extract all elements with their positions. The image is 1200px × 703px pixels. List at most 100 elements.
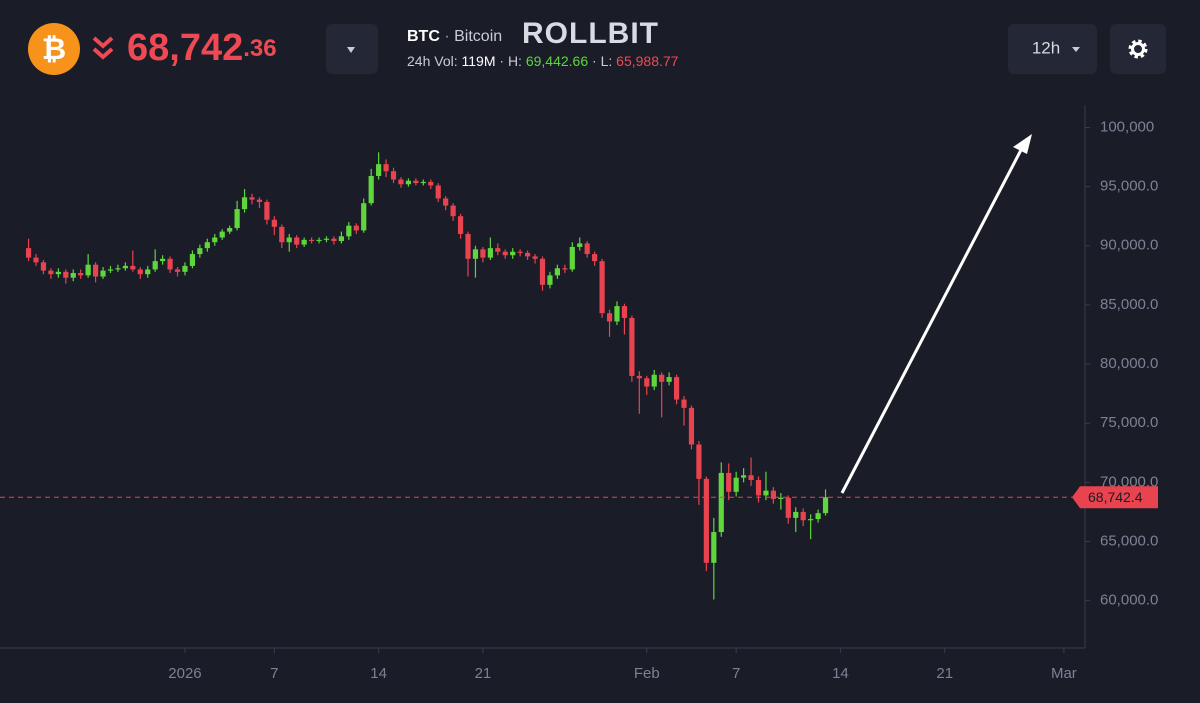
candle-body xyxy=(145,269,151,275)
stats: 24h Vol: 119M · H: 69,442.66 · L: 65,988… xyxy=(407,53,679,69)
candle-body xyxy=(40,262,47,271)
down-chevron xyxy=(92,36,114,49)
candle-body xyxy=(621,306,628,318)
candle-body xyxy=(532,256,538,259)
candle-body xyxy=(122,265,128,269)
candle-body xyxy=(592,254,598,262)
candle-body xyxy=(659,374,665,382)
candle-body xyxy=(755,480,762,496)
candle-body xyxy=(160,258,166,262)
candle-body xyxy=(435,185,441,199)
candle-body xyxy=(651,374,657,387)
candle-body xyxy=(25,248,32,258)
candle-body xyxy=(286,237,292,243)
candle-body xyxy=(547,275,553,285)
candle-body xyxy=(256,199,263,203)
candle-body xyxy=(726,472,732,492)
candle-body xyxy=(502,251,508,256)
high-value: 69,442.66 xyxy=(526,53,588,69)
candle-body xyxy=(487,248,493,258)
x-tick-label: 14 xyxy=(832,665,849,682)
candle-body xyxy=(137,269,143,275)
candle-body xyxy=(822,497,829,514)
candle-body xyxy=(800,511,806,521)
candle-body xyxy=(308,239,315,242)
candle-body xyxy=(733,477,739,492)
candle-body xyxy=(703,478,709,563)
interval-button[interactable] xyxy=(1008,24,1097,74)
candle-body xyxy=(666,377,672,382)
candle-body xyxy=(353,225,359,231)
candle-body xyxy=(316,239,322,242)
candle-body xyxy=(390,171,397,180)
candle-body xyxy=(85,264,91,276)
candle-body xyxy=(808,519,814,521)
candle-body xyxy=(696,444,702,479)
candle-body xyxy=(606,313,613,322)
candle-body xyxy=(629,317,635,376)
settings-button[interactable] xyxy=(1110,24,1166,74)
candle-body xyxy=(130,265,136,270)
candle-body xyxy=(189,254,196,266)
candle-body xyxy=(55,271,61,275)
y-tick-label: 65,000.0 xyxy=(1100,532,1158,549)
candle-body xyxy=(167,258,173,270)
candle-body xyxy=(78,272,84,276)
candle-body xyxy=(577,243,583,247)
down-chevron xyxy=(92,47,114,60)
candle-body xyxy=(748,475,754,481)
interval-label: 12h xyxy=(1032,38,1060,57)
candle-body xyxy=(264,202,270,220)
candle-body xyxy=(70,272,76,278)
candle-body xyxy=(562,268,568,270)
candle-body xyxy=(718,472,724,533)
x-tick-label: 7 xyxy=(732,665,740,682)
candle-body xyxy=(100,270,106,277)
brand-logo: ROLLBIT xyxy=(522,17,659,50)
candle-body xyxy=(383,164,389,172)
candle-body xyxy=(584,243,590,255)
candle-body xyxy=(472,249,479,259)
plot: 60,000.0 65,000.0 70,000.0 75,000.0 80,000.0… xyxy=(0,118,1158,682)
candle-body xyxy=(398,179,404,185)
arrow-head xyxy=(1013,134,1032,154)
coin-name: Bitcoin xyxy=(454,28,502,45)
candle-body xyxy=(323,238,330,240)
candle-body xyxy=(770,490,777,499)
candle-body xyxy=(338,236,344,242)
x-tick-label: 21 xyxy=(936,665,953,682)
candle-body xyxy=(525,252,531,257)
candle-body xyxy=(428,181,434,186)
candle-body xyxy=(644,378,650,387)
x-tick-label: 2026 xyxy=(168,665,201,682)
x-tick-label: 7 xyxy=(270,665,278,682)
candle-body xyxy=(554,268,560,276)
candle-body xyxy=(636,375,642,379)
x-tick-label: 14 xyxy=(370,665,387,682)
candle-body xyxy=(204,242,210,249)
coin-icon xyxy=(28,23,80,75)
candle-body xyxy=(197,248,203,255)
candle-body xyxy=(413,180,419,184)
candle-body xyxy=(673,377,680,400)
candle-body xyxy=(368,175,374,204)
y-tick-label: 70,000.0 xyxy=(1100,473,1158,490)
vol-value: 119M xyxy=(462,53,496,69)
candle-body xyxy=(510,251,516,256)
candle-body xyxy=(517,251,523,253)
candle-body xyxy=(569,246,575,270)
price-main: 68,742 xyxy=(127,27,243,69)
candle-body xyxy=(815,513,821,520)
candle-body xyxy=(778,497,784,499)
candle-body xyxy=(346,225,352,237)
candle-body xyxy=(33,257,39,263)
vol-label: 24h Vol: xyxy=(407,53,458,69)
candle-body xyxy=(688,407,695,445)
x-tick-label: Mar xyxy=(1051,665,1077,682)
last-price-label: 68,742.4 xyxy=(1088,489,1143,505)
y-tick-label: 60,000.0 xyxy=(1100,592,1158,609)
candle-body xyxy=(234,209,240,229)
candle-body xyxy=(763,490,769,496)
